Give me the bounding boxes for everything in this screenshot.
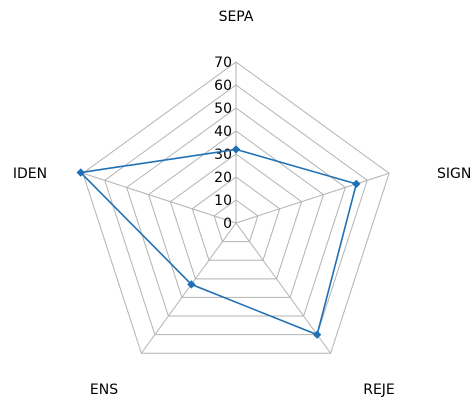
grid-ring xyxy=(104,84,368,336)
grid-ring xyxy=(82,61,390,354)
tick-label: 70 xyxy=(214,55,232,71)
axis-spoke xyxy=(235,222,332,354)
tick-label: 60 xyxy=(214,78,232,94)
category-label: ENS xyxy=(90,382,118,398)
data-point-marker xyxy=(352,179,361,189)
grid-ring xyxy=(169,153,303,280)
tick-label: 10 xyxy=(214,193,232,209)
tick-label: 30 xyxy=(214,147,232,163)
series-line xyxy=(79,148,358,336)
category-label: SEPA xyxy=(219,9,254,25)
data-point-marker xyxy=(187,280,196,289)
grid-layer xyxy=(82,61,390,354)
tick-label: 0 xyxy=(223,216,232,232)
grid-ring xyxy=(126,107,346,317)
axis-spoke xyxy=(235,172,390,224)
tick-labels: 0 10 20 30 40 50 60 70 xyxy=(214,55,232,232)
data-point-marker xyxy=(231,145,241,154)
series-layer xyxy=(76,145,361,339)
tick-label: 50 xyxy=(214,101,232,117)
category-label: SIGN xyxy=(437,166,471,182)
data-point-marker xyxy=(312,330,322,339)
grid-ring xyxy=(213,199,259,243)
data-point-marker xyxy=(76,168,85,177)
category-labels: SEPA SIGN REJE ENS IDEN xyxy=(13,9,471,398)
grid-ring xyxy=(191,176,281,261)
category-label: REJE xyxy=(363,382,395,398)
category-label: IDEN xyxy=(13,166,47,182)
tick-label: 40 xyxy=(214,124,232,140)
grid-ring xyxy=(147,130,325,298)
tick-label: 20 xyxy=(214,170,232,186)
axis-spoke xyxy=(82,172,237,224)
axis-spoke xyxy=(140,222,237,354)
